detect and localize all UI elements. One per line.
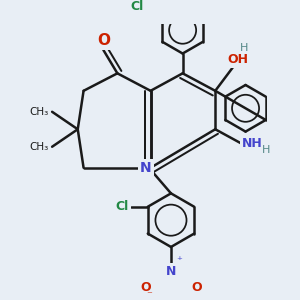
- Text: Cl: Cl: [130, 0, 143, 14]
- Text: O: O: [140, 281, 151, 294]
- Text: N: N: [140, 161, 152, 175]
- Text: CH₃: CH₃: [29, 142, 49, 152]
- Text: H: H: [240, 43, 249, 53]
- Text: OH: OH: [227, 53, 248, 66]
- Text: H: H: [262, 145, 271, 155]
- Text: ⁺: ⁺: [176, 256, 182, 266]
- Text: ⁻: ⁻: [146, 290, 152, 300]
- Text: N: N: [166, 265, 176, 278]
- Text: O: O: [191, 281, 202, 294]
- Text: NH: NH: [242, 137, 263, 150]
- Text: Cl: Cl: [116, 200, 129, 213]
- Text: CH₃: CH₃: [29, 107, 49, 117]
- Text: O: O: [97, 33, 110, 48]
